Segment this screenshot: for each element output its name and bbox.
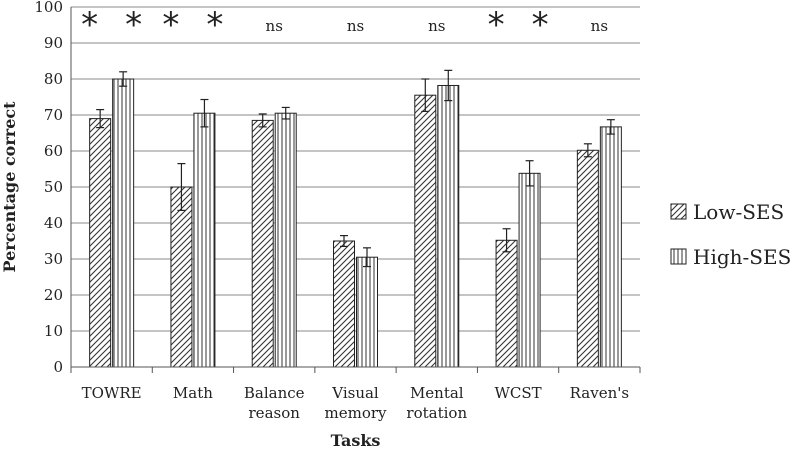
bar-high-ses [193,112,216,368]
y-tick-label: 80 [44,70,63,88]
y-tick-label: 60 [44,142,63,160]
y-tick-label: 10 [44,322,63,340]
bar-high-ses [437,84,460,368]
bar-high-ses [274,112,297,368]
bar-high-ses [599,126,622,368]
x-tick-label: Mental rotation [406,384,467,422]
x-axis-title: Tasks [331,431,381,450]
significance-star: * [488,5,505,45]
axes [70,7,641,373]
significance-ns: ns [428,17,445,35]
bar-high-ses [356,256,378,368]
legend-label-high-ses: High-SES [693,245,791,269]
y-tick-label: 0 [53,358,63,376]
x-tick-label: WCST [494,384,541,402]
y-tick-label: 20 [44,286,63,304]
legend-swatch-low-ses [670,203,687,220]
x-tick-label: Visual memory [325,384,388,422]
x-tick-label: TOWRE [82,384,142,402]
y-tick-label: 50 [44,178,63,196]
bars [89,69,622,368]
significance-ns: ns [347,17,364,35]
y-tick-label: 100 [34,0,63,16]
y-axis-title: Percentage correct [0,101,19,273]
labels: 0 10 20 30 40 50 60 70 80 90 100 TOWRE Math Balance re… [0,0,629,450]
bar-low-ses [495,239,518,368]
significance-ns: ns [266,17,283,35]
significance-ns: ns [591,17,608,35]
bar-high-ses [112,78,135,368]
y-tick-label: 30 [44,250,63,268]
y-tick-label: 90 [44,34,63,52]
x-tick-label: Raven's [570,384,629,402]
gridlines [71,6,640,332]
significance-star: * [532,5,549,45]
x-tick-label: Balance reason [244,384,305,422]
significance-star: * [125,5,142,45]
y-tick-label: 70 [44,106,63,124]
y-tick-label: 40 [44,214,63,232]
bar-low-ses [251,119,274,368]
significance-star: * [206,5,223,45]
bar-high-ses [518,172,541,368]
significance-star: * [162,5,179,45]
significance-star: * [81,5,98,45]
bar-low-ses [576,149,599,368]
bar-low-ses [414,94,437,368]
bar-low-ses [170,186,193,368]
bar-low-ses [333,240,355,368]
bar-low-ses [89,118,112,368]
legend-swatch-high-ses [670,248,687,265]
legend: Low-SES High-SES [670,200,791,269]
legend-label-low-ses: Low-SES [693,200,784,224]
x-tick-label: Math [173,384,213,402]
